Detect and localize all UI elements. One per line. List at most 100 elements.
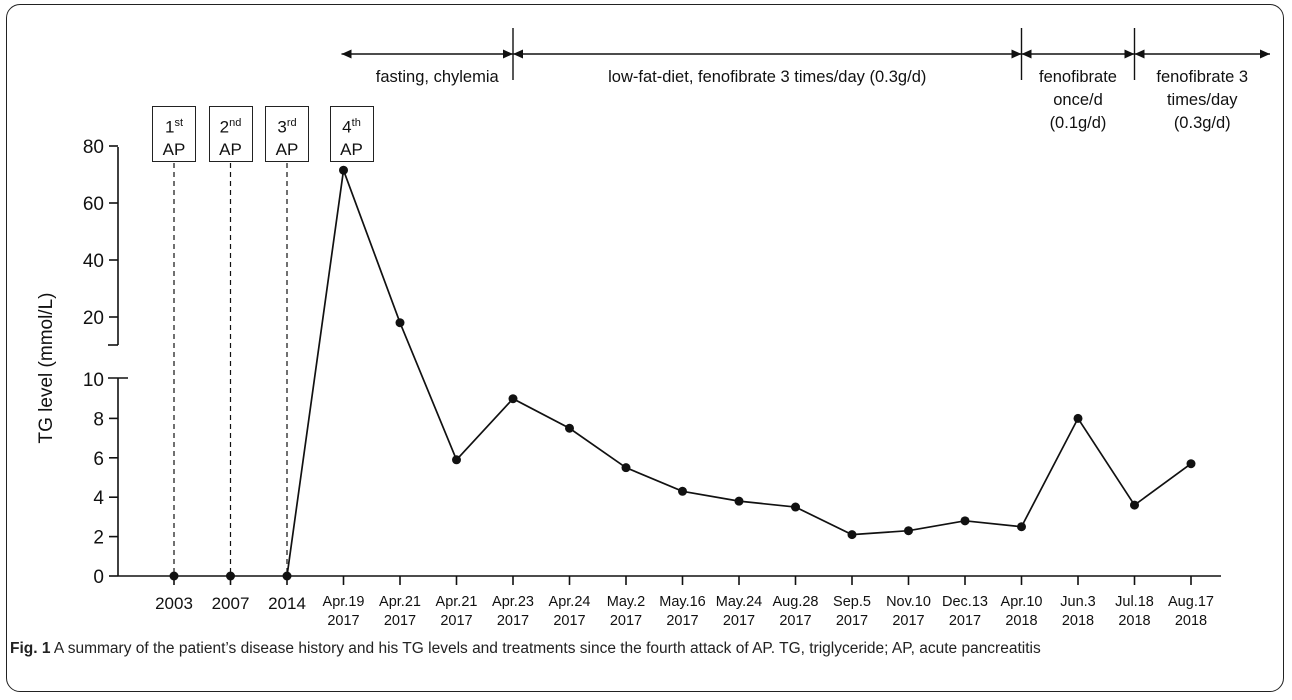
timeline-arrowhead-right: [1011, 49, 1022, 59]
y-tick-label: 40: [83, 251, 104, 272]
tg-data-point: [734, 496, 744, 506]
x-tick-label: Aug.28: [773, 594, 819, 610]
timeline-arrowhead-left: [341, 49, 352, 59]
x-tick-label: Apr.21: [379, 594, 421, 610]
attack-number: 2: [219, 117, 230, 137]
x-tick-label: Aug.17: [1168, 594, 1214, 610]
tg-data-point: [847, 530, 857, 540]
attack-ordinal: rd: [286, 117, 297, 129]
tg-data-point: [1186, 459, 1196, 469]
x-tick-label-year: 2018: [1062, 613, 1094, 629]
x-axis: 2003 2007 2014 Apr.19 2017 Apr.21 2017 Apr.21 20…: [118, 575, 1221, 629]
attack-number: 3: [277, 117, 287, 137]
tg-data-point: [678, 486, 687, 496]
y-tick-label: 2: [93, 528, 104, 549]
tg-data-point: [339, 165, 348, 175]
x-tick-label: Nov.10: [886, 594, 931, 610]
treatment-label: fasting, chylemia: [376, 68, 500, 86]
y-axis-label: TG level (mmol/L): [36, 293, 57, 444]
x-tick-label: Apr.21: [436, 594, 478, 610]
y-tick-label: 0: [93, 567, 104, 588]
tg-data-point: [960, 516, 970, 526]
attack-label: AP: [219, 139, 242, 159]
tg-data-point: [282, 571, 292, 581]
x-tick-label: May.16: [659, 594, 705, 610]
timeline-arrowhead-left: [1021, 49, 1032, 59]
x-tick-label: 2007: [212, 594, 250, 613]
x-tick-label-year: 2018: [1005, 613, 1037, 629]
attack-ordinal: th: [351, 117, 361, 129]
attack-ordinal: st: [174, 117, 184, 129]
x-tick-label-year: 2017: [723, 613, 755, 629]
treatment-timeline: fasting, chylemia low-fat-diet, fenofibra…: [341, 28, 1270, 132]
figure-caption: Fig. 1 A summary of the patient’s diseas…: [10, 638, 1272, 659]
attack-markers: [173, 163, 288, 576]
tg-data-point: [565, 423, 574, 433]
treatment-label: times/day: [1167, 91, 1238, 109]
attack-label: AP: [162, 139, 186, 159]
y-tick-label: 10: [83, 370, 104, 391]
x-tick-label: 2014: [268, 594, 306, 613]
y-axis: 0 2 4 6 8 10 20 40 60 80: [83, 137, 128, 588]
tg-data-point: [508, 394, 518, 404]
attack-label: AP: [340, 139, 363, 159]
y-tick-label: 6: [93, 449, 104, 470]
caption-label: Fig. 1: [10, 640, 51, 657]
x-tick-label: Apr.24: [549, 594, 591, 610]
treatment-label: (0.3g/d): [1174, 114, 1231, 132]
attack-label: AP: [275, 139, 299, 159]
timeline-arrowhead-right: [1124, 49, 1135, 59]
tg-data-point: [226, 571, 235, 581]
x-tick-label-year: 2017: [836, 613, 868, 629]
x-tick-label-year: 2017: [384, 613, 416, 629]
attack-number: 1: [164, 117, 175, 137]
attack-box: 4th AP: [329, 106, 374, 162]
attack-box: 3rd AP: [265, 106, 309, 162]
y-tick-label: 60: [83, 194, 104, 215]
treatment-label: once/d: [1053, 91, 1103, 109]
x-tick-label-year: 2018: [1118, 613, 1150, 629]
x-tick-label: Apr.10: [1001, 594, 1043, 610]
treatment-label: (0.1g/d): [1050, 114, 1107, 132]
y-tick-label: 4: [93, 488, 104, 509]
tg-data-point: [791, 502, 800, 512]
caption-text: A summary of the patient’s disease histo…: [50, 640, 1041, 657]
x-tick-label-year: 2017: [666, 613, 698, 629]
tg-data-point: [904, 526, 913, 536]
tg-line: [286, 169, 1192, 577]
x-tick-label-year: 2017: [497, 613, 529, 629]
attack-box: 2nd AP: [208, 106, 253, 162]
x-tick-label: Dec.13: [942, 594, 988, 610]
tg-data-point: [1017, 522, 1026, 532]
timeline-arrowhead-right: [503, 49, 513, 59]
tg-data-point: [169, 571, 179, 581]
treatment-label: fenofibrate: [1039, 68, 1117, 86]
attack-number: 4: [342, 117, 352, 137]
tg-data-point: [621, 463, 631, 473]
y-tick-label: 20: [83, 308, 104, 329]
x-tick-label: Apr.23: [492, 594, 534, 610]
x-tick-label-year: 2017: [440, 613, 472, 629]
attack-ordinal: nd: [229, 117, 242, 129]
attack-box: 1st AP: [152, 106, 196, 162]
timeline-arrowhead-left: [1134, 49, 1145, 59]
timeline-arrowhead-left: [513, 49, 523, 59]
x-tick-label-year: 2017: [553, 613, 585, 629]
x-tick-label: 2003: [155, 594, 193, 613]
x-tick-label: Jun.3: [1060, 594, 1095, 610]
x-tick-label-year: 2018: [1175, 613, 1207, 629]
tg-series: [169, 165, 1196, 581]
x-tick-label-year: 2017: [949, 613, 981, 629]
x-tick-label: May.2: [607, 594, 645, 610]
x-tick-label-year: 2017: [892, 613, 924, 629]
tg-data-point: [1073, 413, 1083, 423]
treatment-label: low-fat-diet, fenofibrate 3 times/day (0…: [608, 68, 926, 86]
y-tick-label: 80: [83, 137, 104, 158]
x-tick-label: Apr.19: [323, 594, 365, 610]
x-tick-label: May.24: [716, 594, 762, 610]
x-tick-label: Sep.5: [833, 594, 871, 610]
timeline-arrowhead-right: [1260, 49, 1270, 59]
x-tick-label-year: 2017: [327, 613, 359, 629]
treatment-label: fenofibrate 3: [1156, 68, 1248, 86]
